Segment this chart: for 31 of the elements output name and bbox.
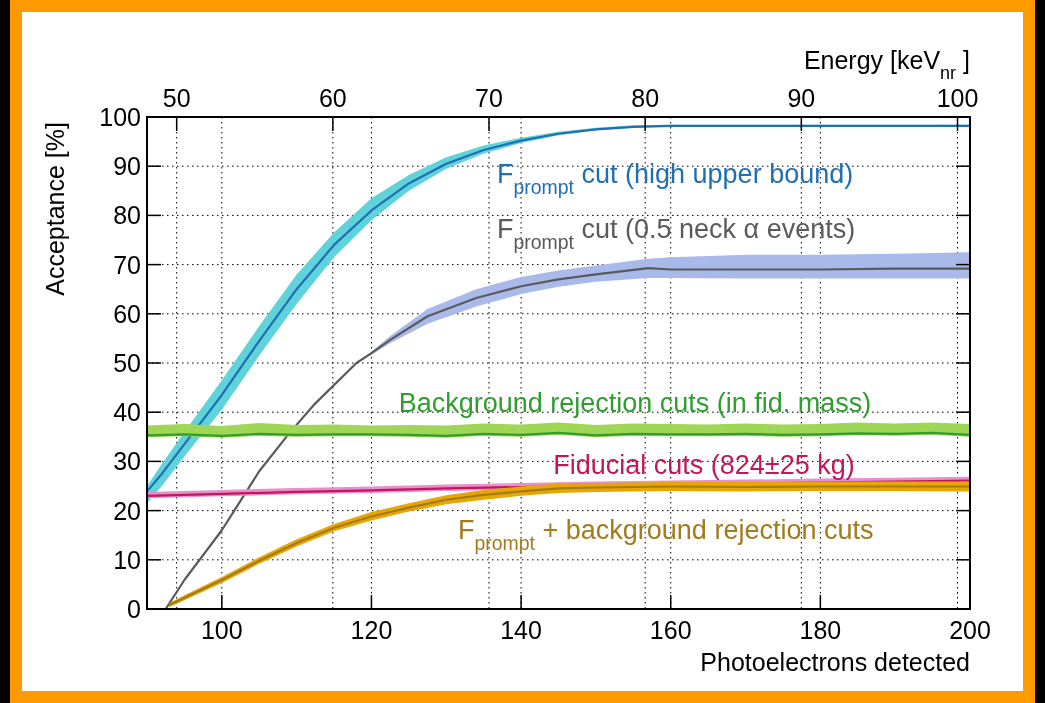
- y-tick-label: 30: [113, 447, 141, 476]
- y-tick-label: 60: [113, 299, 141, 328]
- x-tick-label: 200: [949, 616, 991, 644]
- x-axis-title: Photoelectrons detected: [700, 648, 970, 676]
- x2-axis-title: Energy [keV$_{nr}$]: [803, 46, 970, 83]
- y-tick-label: 90: [113, 152, 141, 181]
- y-tick-label: 50: [113, 349, 141, 377]
- x-tick-label: 180: [799, 616, 842, 644]
- y-tick-label: 40: [113, 398, 141, 427]
- x2-tick-label: 50: [162, 84, 191, 112]
- y-tick-label: 0: [127, 595, 141, 623]
- x2-tick-label: 100: [936, 84, 979, 112]
- x-tick-label: 100: [200, 616, 243, 644]
- y-tick-label: 100: [99, 103, 141, 131]
- y-axis-title: Acceptance [%]: [41, 122, 69, 296]
- x2-tick-label: 90: [787, 84, 816, 112]
- x2-tick-label: 60: [318, 84, 347, 112]
- series-label: F$_{prompt}$ cut (0.5 neck α events): [497, 214, 856, 253]
- y-tick-label: 10: [113, 545, 141, 574]
- x-tick-label: 140: [500, 616, 542, 644]
- x-tick-label: 160: [649, 616, 692, 644]
- series-label: Background rejection cuts (in fid. mass): [398, 388, 872, 418]
- x2-tick-label: 80: [631, 84, 660, 112]
- y-tick-label: 80: [113, 201, 141, 230]
- series-label: F$_{prompt}$ + background rejection cuts: [458, 515, 874, 554]
- series-label: F$_{prompt}$ cut (high upper bound): [497, 159, 854, 198]
- series-label: Fiducial cuts (824±25 kg): [553, 450, 855, 480]
- x2-tick-label: 70: [475, 84, 503, 112]
- y-tick-label: 70: [113, 250, 141, 279]
- y-tick-label: 20: [113, 496, 141, 525]
- x-tick-label: 120: [350, 616, 393, 644]
